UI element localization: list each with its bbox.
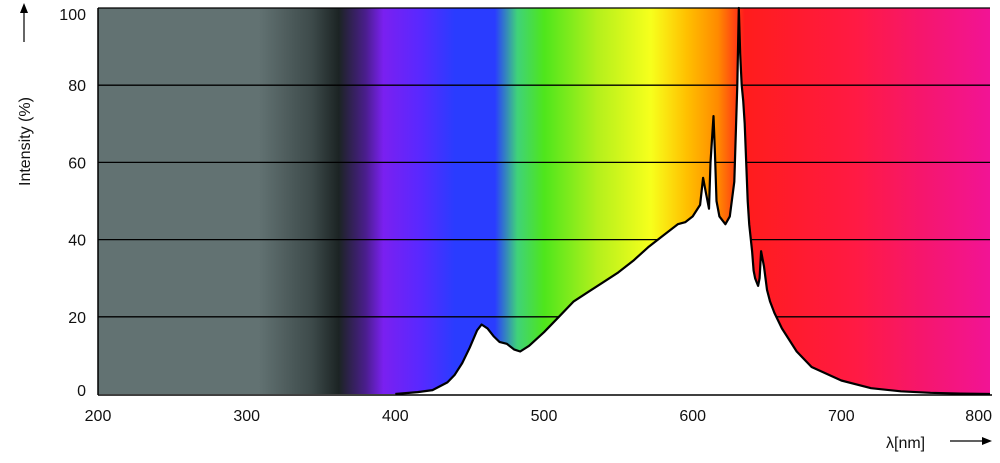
x-tick-label-300: 300 (233, 408, 260, 425)
intensity-curve-area (395, 8, 990, 394)
y-tick-label-60: 60 (68, 155, 86, 172)
x-tick-label-500: 500 (531, 408, 558, 425)
x-tick-label-200: 200 (85, 408, 112, 425)
x-tick-label-400: 400 (382, 408, 409, 425)
x-tick-label-800: 800 (965, 408, 992, 425)
x-axis-title: λ[nm] (886, 435, 925, 452)
y-tick-label-20: 20 (68, 310, 86, 327)
y-axis-title: Intensity (%) (17, 97, 34, 186)
y-tick-label-100: 100 (59, 7, 86, 24)
intensity-curve-line (395, 6, 991, 396)
y-axis-arrow-head (20, 3, 28, 13)
axes (97, 8, 992, 396)
y-tick-labels: 0 20 40 60 80 100 (59, 7, 86, 400)
x-tick-label-600: 600 (679, 408, 706, 425)
grid-lines (98, 7, 990, 318)
y-tick-label-0: 0 (77, 383, 86, 400)
spectrum-background (98, 8, 990, 394)
y-tick-label-80: 80 (68, 78, 86, 95)
x-axis-arrow-head (982, 437, 992, 445)
x-tick-labels: 200 300 400 500 600 700 800 (85, 408, 992, 425)
y-tick-label-40: 40 (68, 233, 86, 250)
x-tick-label-700: 700 (828, 408, 855, 425)
